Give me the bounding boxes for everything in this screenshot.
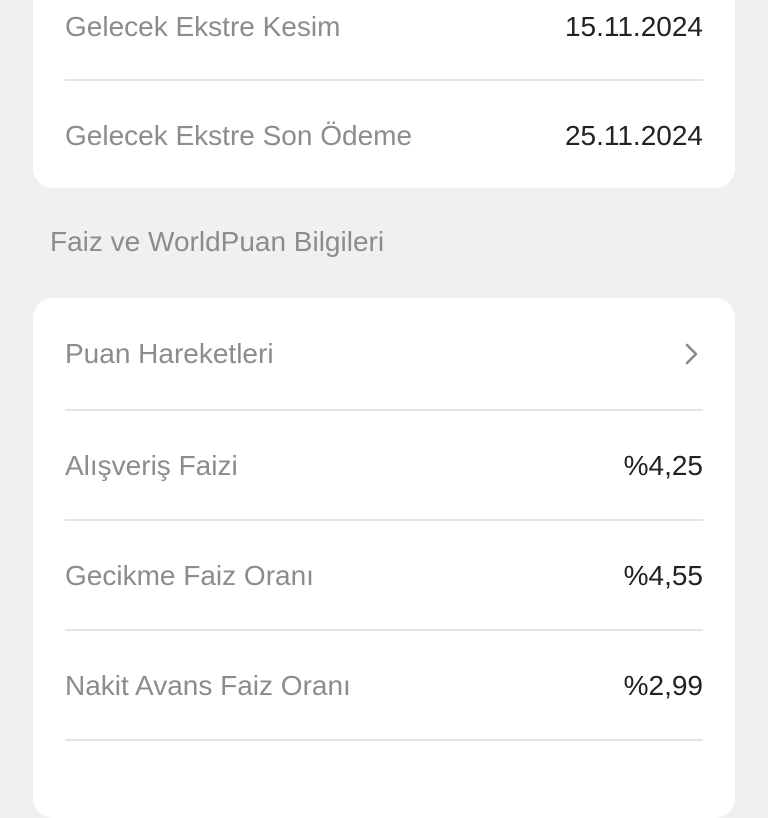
divider xyxy=(65,79,703,81)
row-label: Gelecek Ekstre Kesim xyxy=(65,11,341,42)
divider xyxy=(65,739,703,741)
row-label: Gecikme Faiz Oranı xyxy=(65,560,314,591)
statement-row-cut-date: Gelecek Ekstre Kesim 15.11.2024 xyxy=(65,0,703,82)
section-title: Faiz ve WorldPuan Bilgileri xyxy=(50,226,385,257)
interest-card: Puan Hareketleri Alışveriş Faizi %4,25 G… xyxy=(33,298,735,818)
interest-row-cash-advance: Nakit Avans Faiz Oranı %2,99 xyxy=(65,631,703,741)
divider xyxy=(65,409,703,411)
statement-card: Gelecek Ekstre Kesim 15.11.2024 Gelecek … xyxy=(33,0,735,188)
row-value: %4,25 xyxy=(623,450,703,481)
interest-row-shopping: Alışveriş Faizi %4,25 xyxy=(65,411,703,521)
row-label: Gelecek Ekstre Son Ödeme xyxy=(65,120,413,151)
chevron-right-icon xyxy=(685,343,698,365)
statement-row-due-date: Gelecek Ekstre Son Ödeme 25.11.2024 xyxy=(65,81,703,191)
points-history-link[interactable]: Puan Hareketleri xyxy=(65,299,703,409)
divider xyxy=(65,519,703,521)
interest-row-late: Gecikme Faiz Oranı %4,55 xyxy=(65,521,703,631)
row-label: Alışveriş Faizi xyxy=(65,450,238,481)
row-label: Nakit Avans Faiz Oranı xyxy=(65,670,351,701)
row-value: 15.11.2024 xyxy=(564,11,703,42)
row-value: %4,55 xyxy=(623,560,703,591)
row-value: %2,99 xyxy=(623,670,703,701)
row-label: Puan Hareketleri xyxy=(65,338,274,369)
divider xyxy=(65,629,703,631)
row-value: 25.11.2024 xyxy=(564,120,703,151)
